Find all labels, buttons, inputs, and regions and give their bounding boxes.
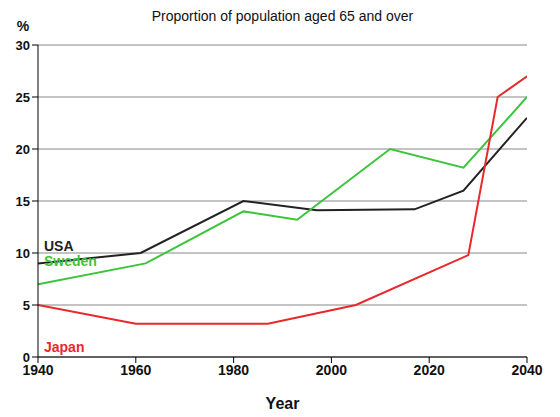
svg-text:5: 5 xyxy=(23,298,30,313)
svg-text:Year: Year xyxy=(266,395,300,412)
svg-text:1980: 1980 xyxy=(218,362,249,378)
svg-text:2040: 2040 xyxy=(511,362,542,378)
svg-text:20: 20 xyxy=(16,142,30,157)
svg-text:Japan: Japan xyxy=(44,339,84,355)
svg-text:0: 0 xyxy=(23,350,30,365)
svg-text:30: 30 xyxy=(16,38,30,53)
svg-text:1940: 1940 xyxy=(22,361,54,378)
svg-text:10: 10 xyxy=(16,246,30,261)
svg-text:%: % xyxy=(17,18,30,34)
svg-text:USA: USA xyxy=(44,238,74,254)
svg-text:2000: 2000 xyxy=(316,362,347,378)
svg-text:1960: 1960 xyxy=(120,362,151,378)
svg-text:15: 15 xyxy=(16,194,30,209)
svg-text:2020: 2020 xyxy=(414,362,445,378)
html-text:Proportion of population aged: Proportion of population aged 65 and ove… xyxy=(151,8,414,24)
svg-text:25: 25 xyxy=(16,90,30,105)
svg-text:Sweden: Sweden xyxy=(44,253,97,269)
